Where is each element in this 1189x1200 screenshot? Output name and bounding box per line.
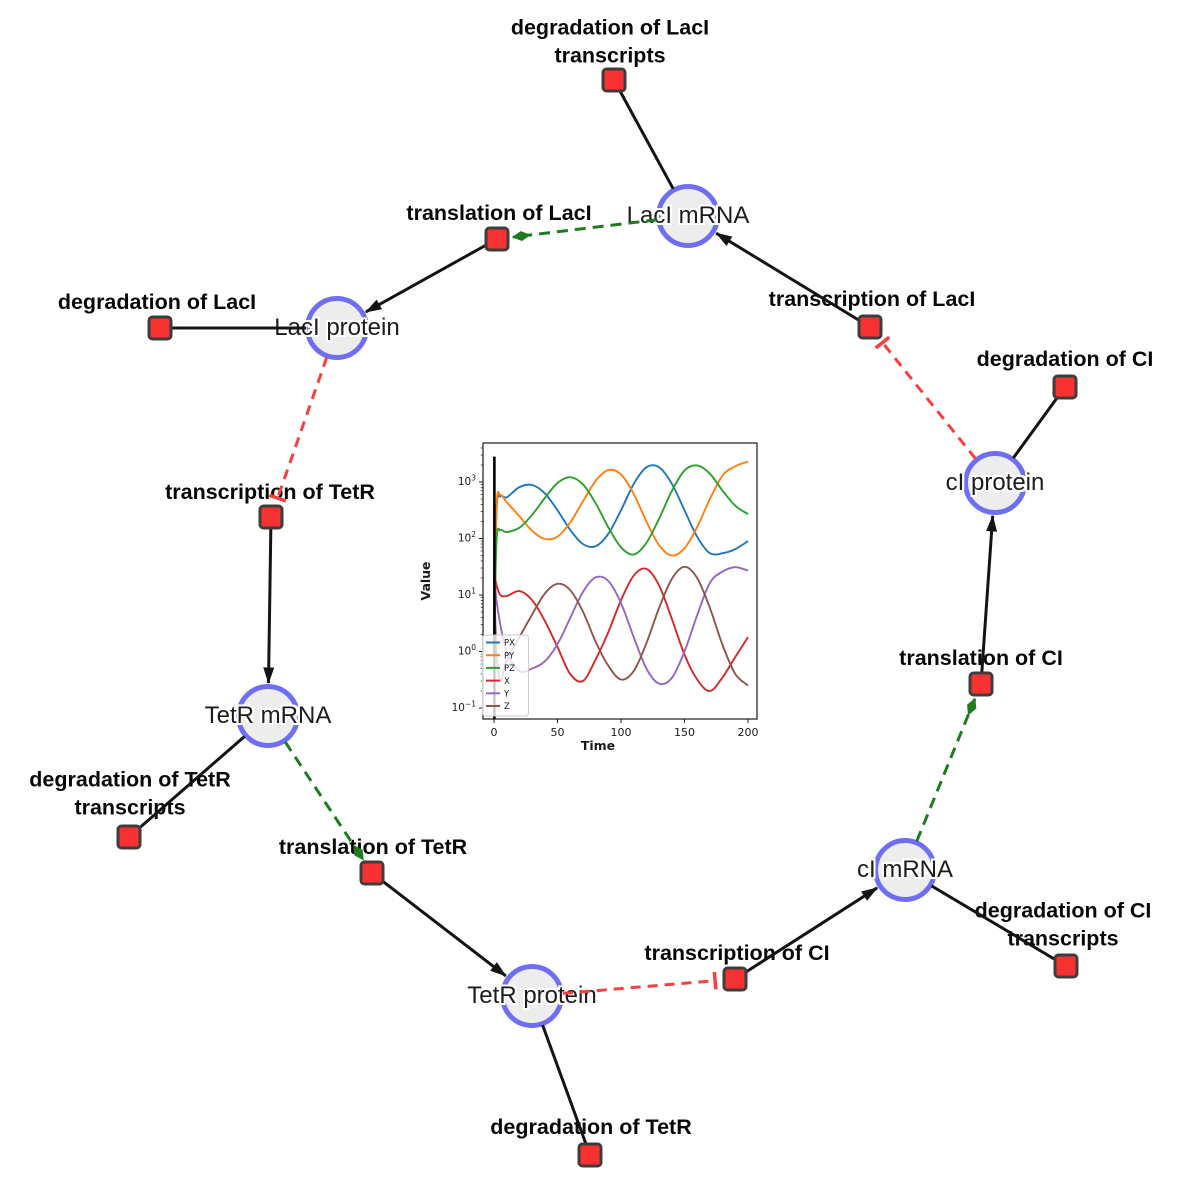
node-label-lacI_protein: LacI protein — [274, 312, 399, 344]
node-label-line: degradation of CI — [974, 898, 1152, 923]
x-tick-label: 0 — [491, 726, 498, 739]
node-label-line: transcription of CI — [644, 940, 830, 965]
edge-translation_lacI-to-lacI_protein — [364, 237, 498, 314]
edge-transcription_tetR-to-tetR_mRNA — [263, 516, 275, 684]
x-tick-label: 50 — [551, 726, 565, 739]
process-node-deg_cI — [1052, 374, 1078, 400]
legend: PX PY PZ XYZ — [482, 634, 529, 717]
process-node-translation_cI — [968, 671, 994, 697]
node-label-line: translation of TetR — [278, 834, 468, 859]
node-label-line: degradation of CI — [976, 346, 1154, 371]
edge-translation_tetR-to-tetR_protein — [371, 871, 507, 978]
node-label-transcription_cI: transcription of CI — [644, 939, 829, 967]
node-label-line: degradation of TetR — [29, 767, 231, 792]
node-label-cI_mRNA: cI mRNA — [857, 854, 953, 886]
node-label-line: transcripts — [554, 44, 666, 68]
node-label-line: LacI mRNA — [626, 202, 750, 230]
node-label-tetR_protein: TetR protein — [467, 980, 596, 1012]
legend-label-PX: PX — [504, 639, 515, 649]
legend-label-Z: Z — [504, 702, 510, 712]
node-label-line: degradation of LacI — [57, 289, 257, 314]
node-label-line: degradation of TetR — [490, 1114, 692, 1139]
node-label-line: TetR mRNA — [204, 702, 332, 730]
x-axis-title: Time — [581, 738, 615, 753]
node-label-line: transcription of TetR — [165, 479, 375, 504]
species-node-lacI_mRNA — [656, 184, 720, 248]
node-label-translation_tetR: translation of TetR — [279, 833, 467, 861]
node-label-line: cI mRNA — [857, 856, 953, 884]
series-X-line — [493, 567, 749, 692]
node-label-line: translation of CI — [899, 645, 1063, 670]
species-node-lacI_protein — [305, 296, 369, 360]
node-label-line: transcripts — [74, 796, 186, 820]
species-node-cI_mRNA — [873, 838, 937, 902]
legend-label-Y: Y — [503, 690, 510, 700]
node-label-transcription_lacI: transcription of LacI — [769, 285, 976, 313]
x-tick-label: 150 — [674, 726, 695, 739]
y-axis-title: Value — [418, 561, 433, 600]
process-node-transcription_tetR — [258, 504, 284, 530]
legend-label-PY: PY — [504, 651, 515, 661]
x-tick-label: 100 — [611, 726, 632, 739]
node-label-translation_cI: translation of CI — [899, 644, 1063, 672]
node-label-line: transcripts — [1007, 927, 1119, 951]
node-label-deg_tetR: degradation of TetR — [490, 1113, 691, 1141]
series-PX-line — [493, 464, 749, 652]
edge-cI_protein-to-transcription_lacI — [874, 335, 977, 460]
node-label-deg_cI: degradation of CI — [977, 345, 1154, 373]
species-node-tetR_protein — [500, 964, 564, 1028]
node-label-translation_lacI: translation of LacI — [406, 199, 591, 227]
edge-lacI_mRNA-to-deg_lacI_tx — [612, 79, 675, 190]
process-node-translation_tetR — [359, 860, 385, 886]
node-label-transcription_tetR: transcription of TetR — [165, 478, 375, 506]
node-label-line: degradation of LacI — [510, 15, 710, 40]
node-label-line: translation of LacI — [406, 200, 592, 225]
node-label-line: cI protein — [945, 469, 1045, 497]
process-node-deg_tetR — [577, 1142, 603, 1168]
legend-label-X: X — [504, 677, 510, 687]
process-node-transcription_cI — [722, 966, 748, 992]
process-node-transcription_lacI — [857, 314, 883, 340]
x-tick-label: 200 — [738, 726, 759, 739]
process-node-translation_lacI — [484, 226, 510, 252]
node-label-deg_cI_tx: degradation of CI transcripts — [975, 897, 1152, 954]
edge-cI_mRNA-to-translation_cI — [915, 697, 977, 842]
process-node-deg_cI_tx — [1053, 953, 1079, 979]
series-PZ-line — [493, 464, 749, 652]
series-PY-line — [493, 460, 749, 652]
process-node-deg_lacI — [147, 315, 173, 341]
node-label-line: LacI protein — [274, 314, 400, 342]
process-node-deg_tetR_tx — [116, 824, 142, 850]
node-label-tetR_mRNA: TetR mRNA — [205, 700, 332, 732]
species-node-cI_protein — [963, 451, 1027, 515]
node-label-line: transcription of LacI — [768, 286, 976, 311]
inset-chart: 0 50 100 150 20010310210110010−1TimeValuePXP… — [410, 428, 780, 768]
node-label-deg_tetR_tx: degradation of TetR transcripts — [29, 766, 230, 823]
species-node-tetR_mRNA — [236, 684, 300, 748]
node-label-deg_lacI: degradation of LacI — [58, 288, 256, 316]
node-label-deg_lacI_tx: degradation of LacI transcripts — [511, 14, 709, 71]
node-label-lacI_mRNA: LacI mRNA — [627, 200, 750, 232]
node-label-line: TetR protein — [467, 982, 597, 1010]
plot-frame — [482, 442, 758, 720]
node-label-cI_protein: cI protein — [946, 467, 1045, 499]
legend-label-PZ: PZ — [504, 664, 515, 674]
process-node-deg_lacI_tx — [601, 67, 627, 93]
